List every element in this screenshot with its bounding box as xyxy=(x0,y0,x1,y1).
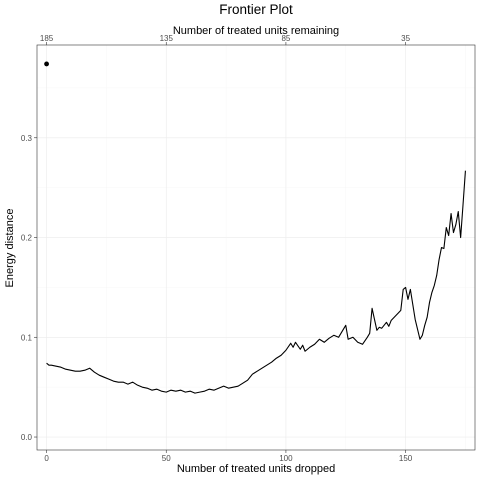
initial-point-marker xyxy=(44,61,49,67)
x-tick-label: 150 xyxy=(399,454,413,463)
gridlines xyxy=(37,45,475,450)
chart-title: Frontier Plot xyxy=(219,2,293,17)
y-tick-label: 0.1 xyxy=(21,333,33,342)
top-tick-label: 85 xyxy=(281,34,290,43)
axes: 0 50 100 150 185 135 85 35 0.0 0.1 0.2 0.3 xyxy=(21,34,413,463)
y-tick-label: 0.2 xyxy=(21,234,33,243)
x-tick-label: 0 xyxy=(44,454,49,463)
plot-panel-border xyxy=(36,44,476,451)
x-tick-label: 50 xyxy=(162,454,171,463)
series-layer xyxy=(44,61,466,394)
top-tick-label: 135 xyxy=(160,34,174,43)
top-axis-title: Number of treated units remaining xyxy=(173,25,339,37)
top-tick-label: 185 xyxy=(40,34,54,43)
top-tick-label: 35 xyxy=(401,34,410,43)
energy-distance-line xyxy=(46,170,466,394)
x-axis-title: Number of treated units dropped xyxy=(177,463,335,475)
y-axis-title: Energy distance xyxy=(4,209,16,288)
x-tick-label: 100 xyxy=(279,454,293,463)
y-tick-label: 0.3 xyxy=(21,134,33,143)
y-tick-label: 0.0 xyxy=(21,433,33,442)
